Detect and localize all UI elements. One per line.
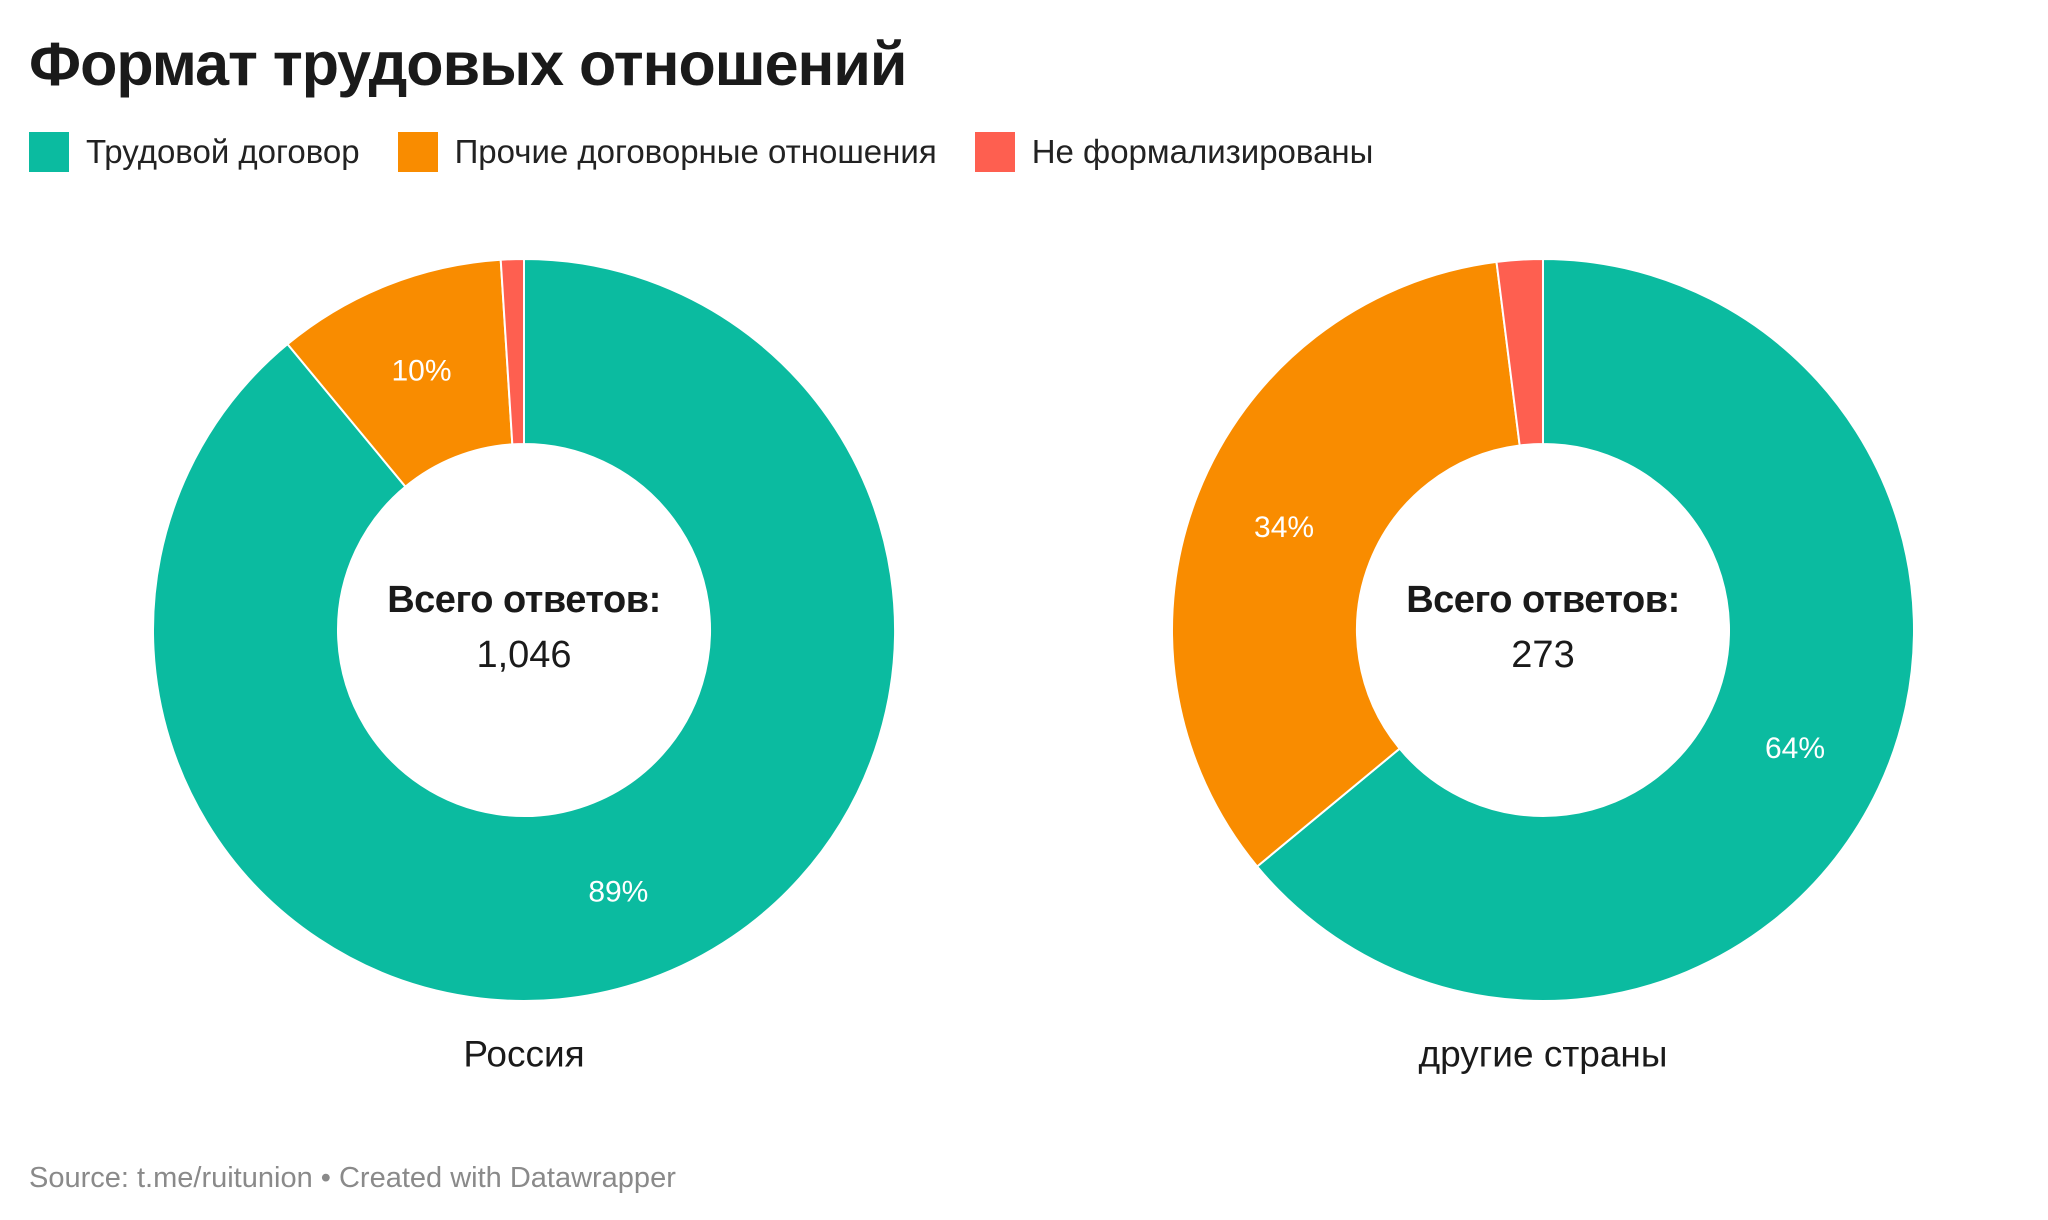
donut-other-countries: 64% 34% Всего ответов: 273 другие страны [1171, 257, 1915, 1075]
legend-item-labor-contract: Трудовой договор [29, 132, 360, 172]
donut-charts: 89% 10% Всего ответов: 1,046 Россия 64% 34% Все… [152, 257, 1915, 1075]
legend-label-not-formalized: Не формализированы [1031, 133, 1374, 170]
legend-item-other-contracts: Прочие договорные отношения [397, 132, 937, 172]
slice-не-формализированы [1495, 257, 1544, 447]
legend-swatch-other-contracts [397, 132, 438, 172]
slice-label: 89% [588, 876, 648, 909]
slice-label: 34% [1254, 511, 1314, 544]
slice-label: 64% [1765, 732, 1825, 765]
legend-item-not-formalized: Не формализированы [974, 132, 1374, 172]
legend-swatch-not-formalized [974, 132, 1015, 172]
slice-label: 10% [391, 355, 451, 388]
legend: Трудовой договор Прочие договорные отнош… [29, 130, 1411, 174]
chart-title: Формат трудовых отношений [29, 30, 907, 98]
center-value: 1,046 [476, 634, 571, 676]
slice-не-формализированы [499, 257, 525, 446]
legend-label-other-contracts: Прочие договорные отношения [454, 133, 937, 170]
source-note: Source: t.me/ruitunion • Created with Da… [29, 1162, 676, 1194]
chart-caption: другие страны [1419, 1034, 1668, 1075]
chart-caption: Россия [463, 1034, 584, 1075]
slice-трудовой-договор [152, 257, 896, 1002]
center-title: Всего ответов: [387, 579, 661, 621]
center-value: 273 [1511, 634, 1574, 676]
slice-прочие-договорные-отношения [1171, 260, 1521, 868]
slice-трудовой-договор [1255, 257, 1915, 1002]
center-title: Всего ответов: [1406, 579, 1680, 621]
legend-label-labor-contract: Трудовой договор [86, 133, 360, 170]
legend-swatch-labor-contract [29, 132, 69, 172]
donut-russia: 89% 10% Всего ответов: 1,046 Россия [152, 257, 896, 1075]
